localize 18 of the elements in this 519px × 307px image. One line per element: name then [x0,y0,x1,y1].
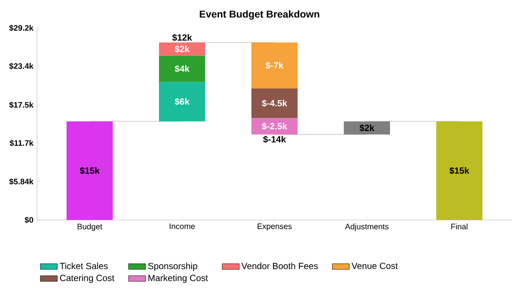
data-label: $-2.5k [262,122,288,130]
data-label: $2k [360,124,374,132]
data-label: $6k [174,98,190,106]
legend-label: Marketing Cost [148,274,208,283]
chart-title: Event Budget Breakdown [200,10,320,20]
legend-label: Ticket Sales [60,262,108,270]
data-label: $-4.5k [262,100,288,107]
legend-label: Vendor Booth Fees [241,262,318,270]
data-label: $15k [80,167,100,174]
data-label: $2k [174,45,190,53]
data-label: $15k [449,167,470,174]
legend-label: Catering Cost [60,274,114,283]
total-label: $-14k [263,136,286,144]
total-label: $12k [172,34,192,42]
data-label: $-7k [266,62,284,70]
legend-label: Sponsorship [148,262,198,271]
data-label: $4k [174,65,190,72]
legend-label: Venue Cost [352,262,398,270]
